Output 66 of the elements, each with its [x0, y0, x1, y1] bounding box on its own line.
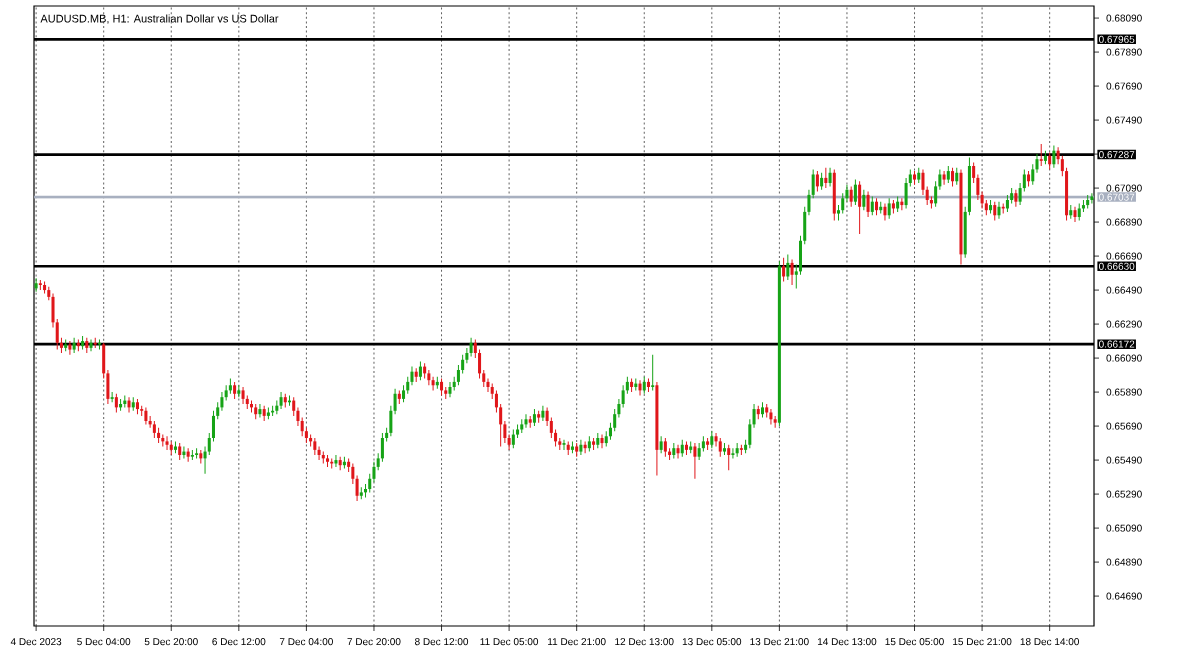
candlestick: [1014, 189, 1018, 208]
candlestick: [887, 197, 891, 220]
candlestick: [832, 168, 836, 221]
candlestick: [659, 435, 663, 454]
candlestick: [34, 277, 38, 293]
candlestick: [431, 376, 435, 391]
candlestick: [883, 202, 887, 221]
candlestick: [828, 167, 832, 187]
candlestick: [858, 180, 862, 235]
candlestick: [469, 337, 473, 357]
candlestick: [790, 258, 794, 286]
candlestick: [334, 454, 338, 468]
candlestick: [1073, 206, 1077, 223]
candlestick: [279, 391, 283, 410]
candlestick: [900, 197, 904, 211]
candlestick: [410, 366, 414, 386]
candlestick: [663, 437, 667, 458]
candlestick: [862, 189, 866, 211]
candlestick: [220, 391, 224, 412]
candlestick: [942, 170, 946, 186]
candlestick: [241, 386, 245, 405]
candlestick: [165, 435, 169, 451]
candlestick: [951, 167, 955, 187]
candlestick: [1052, 145, 1056, 169]
candlestick: [511, 428, 515, 449]
candlestick: [72, 337, 76, 354]
candlestick: [1090, 192, 1094, 204]
candlestick: [841, 192, 845, 215]
candlestick: [427, 369, 431, 386]
candlestick: [110, 391, 114, 403]
candlestick: [853, 179, 857, 206]
candlestick: [579, 439, 583, 456]
candlestick: [541, 405, 545, 422]
candlestick: [676, 444, 680, 459]
candlestick: [562, 439, 566, 451]
candlestick: [651, 354, 655, 391]
candlestick: [727, 444, 731, 471]
candlestick: [114, 393, 118, 413]
candlestick: [824, 167, 828, 189]
candlestick: [524, 413, 528, 429]
candlestick: [782, 257, 786, 283]
candlestick: [68, 340, 72, 356]
candlestick: [89, 338, 93, 352]
candlestick: [769, 408, 773, 425]
candlestick: [697, 442, 701, 461]
candlestick: [380, 432, 384, 463]
candlestick: [182, 445, 186, 459]
candlestick: [904, 177, 908, 209]
candlestick: [258, 403, 262, 419]
candlestick: [693, 442, 697, 480]
candlestick: [486, 377, 490, 393]
candlestick: [583, 440, 587, 454]
candlestick: [849, 185, 853, 208]
candlestick: [993, 201, 997, 221]
candlestick: [600, 434, 604, 449]
candlestick: [997, 201, 1001, 220]
candlestick: [870, 196, 874, 216]
candlestick: [448, 381, 452, 398]
candlestick: [1039, 143, 1043, 167]
candlestick: [866, 190, 870, 218]
candlestick: [718, 437, 722, 458]
candlestick: [317, 445, 321, 461]
candlestick: [731, 447, 735, 459]
candlestick: [418, 360, 422, 381]
candlestick: [815, 170, 819, 192]
candlestick: [786, 253, 790, 281]
